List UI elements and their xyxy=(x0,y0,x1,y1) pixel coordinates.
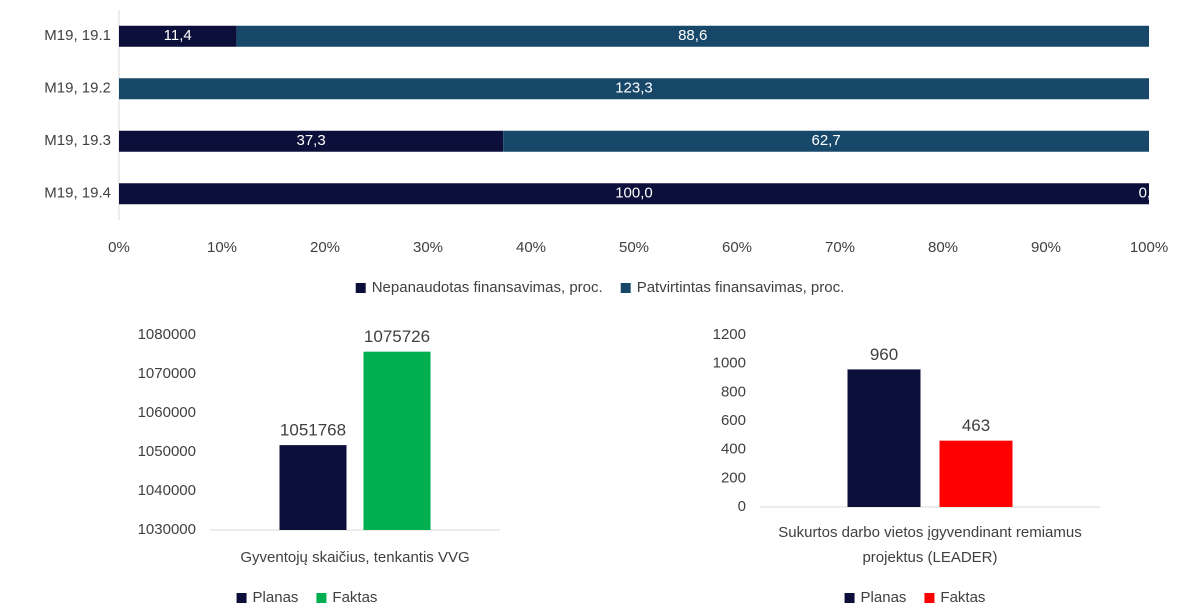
x-category: Gyventojų skaičius, tenkantis VVG xyxy=(240,549,470,566)
data-label: 1051768 xyxy=(280,421,346,440)
data-label: 11,4 xyxy=(164,27,192,44)
legend-label: Planas xyxy=(253,589,299,606)
bar-segment xyxy=(119,183,1149,205)
legend-swatch xyxy=(620,283,631,293)
bar-segment xyxy=(119,78,1149,100)
legend-swatch xyxy=(316,593,327,603)
legend-label: Faktas xyxy=(332,589,377,606)
data-label: 100,0 xyxy=(615,185,653,202)
y-tick-label: 800 xyxy=(721,383,746,400)
legend-label: Patvirtintas finansavimas, proc. xyxy=(637,279,845,296)
data-label: 463 xyxy=(962,416,990,435)
bar xyxy=(939,440,1013,507)
x-tick-label: 60% xyxy=(722,239,752,256)
x-tick-label: 100% xyxy=(1130,239,1168,256)
legend-label: Nepanaudotas finansavimas, proc. xyxy=(372,279,603,296)
y-tick-label: M19, 19.2 xyxy=(44,80,111,97)
x-tick-label: 30% xyxy=(413,239,443,256)
y-tick-label: M19, 19.1 xyxy=(44,27,111,44)
y-tick-label: 1000 xyxy=(713,355,746,372)
x-tick-label: 80% xyxy=(928,239,958,256)
bar-segment xyxy=(503,130,1149,152)
data-label: 88,6 xyxy=(678,27,707,44)
legend-label: Faktas xyxy=(940,589,985,606)
legend-label: Planas xyxy=(861,589,907,606)
x-tick-label: 50% xyxy=(619,239,649,256)
data-label: 960 xyxy=(870,345,898,364)
legend-swatch xyxy=(844,593,855,603)
legend-swatch xyxy=(924,593,935,603)
x-tick-label: 90% xyxy=(1031,239,1061,256)
y-tick-label: 1030000 xyxy=(138,521,196,538)
bar-segment xyxy=(119,25,237,47)
x-tick-label: Gyventojų skaičius, tenkantis VVG xyxy=(240,549,470,566)
x-category: Sukurtos darbo vietos įgyvendinant remia… xyxy=(778,524,1082,566)
data-label: 62,7 xyxy=(811,132,840,149)
legend-swatch xyxy=(355,283,366,293)
y-tick-label: M19, 19.4 xyxy=(44,185,111,202)
x-tick-label: 70% xyxy=(825,239,855,256)
y-tick-label: 1200 xyxy=(713,326,746,343)
bar-segment xyxy=(236,25,1150,47)
y-tick-label: 1050000 xyxy=(138,443,196,460)
bar xyxy=(363,351,431,530)
x-tick-label: Sukurtos darbo vietos įgyvendinant remia… xyxy=(778,524,1082,566)
bar xyxy=(279,445,347,530)
y-tick-label: 200 xyxy=(721,469,746,486)
y-tick-label: 1060000 xyxy=(138,404,196,421)
y-tick-label: 1080000 xyxy=(138,326,196,343)
y-tick-label: 400 xyxy=(721,441,746,458)
x-tick-label: 10% xyxy=(207,239,237,256)
data-label: 123,3 xyxy=(615,80,653,97)
x-tick-label: 20% xyxy=(310,239,340,256)
data-label: 0,0 xyxy=(1139,185,1160,202)
y-tick-label: 1040000 xyxy=(138,482,196,499)
y-tick-label: M19, 19.3 xyxy=(44,132,111,149)
data-label: 1075726 xyxy=(364,327,430,346)
y-tick-label: 600 xyxy=(721,412,746,429)
y-tick-label: 1070000 xyxy=(138,365,196,382)
x-tick-label: 0% xyxy=(108,239,130,256)
x-tick-label: 40% xyxy=(516,239,546,256)
legend-swatch xyxy=(236,593,247,603)
bar-segment xyxy=(119,130,504,152)
data-label: 37,3 xyxy=(296,132,325,149)
y-tick-label: 0 xyxy=(738,498,746,515)
bar xyxy=(847,369,921,507)
